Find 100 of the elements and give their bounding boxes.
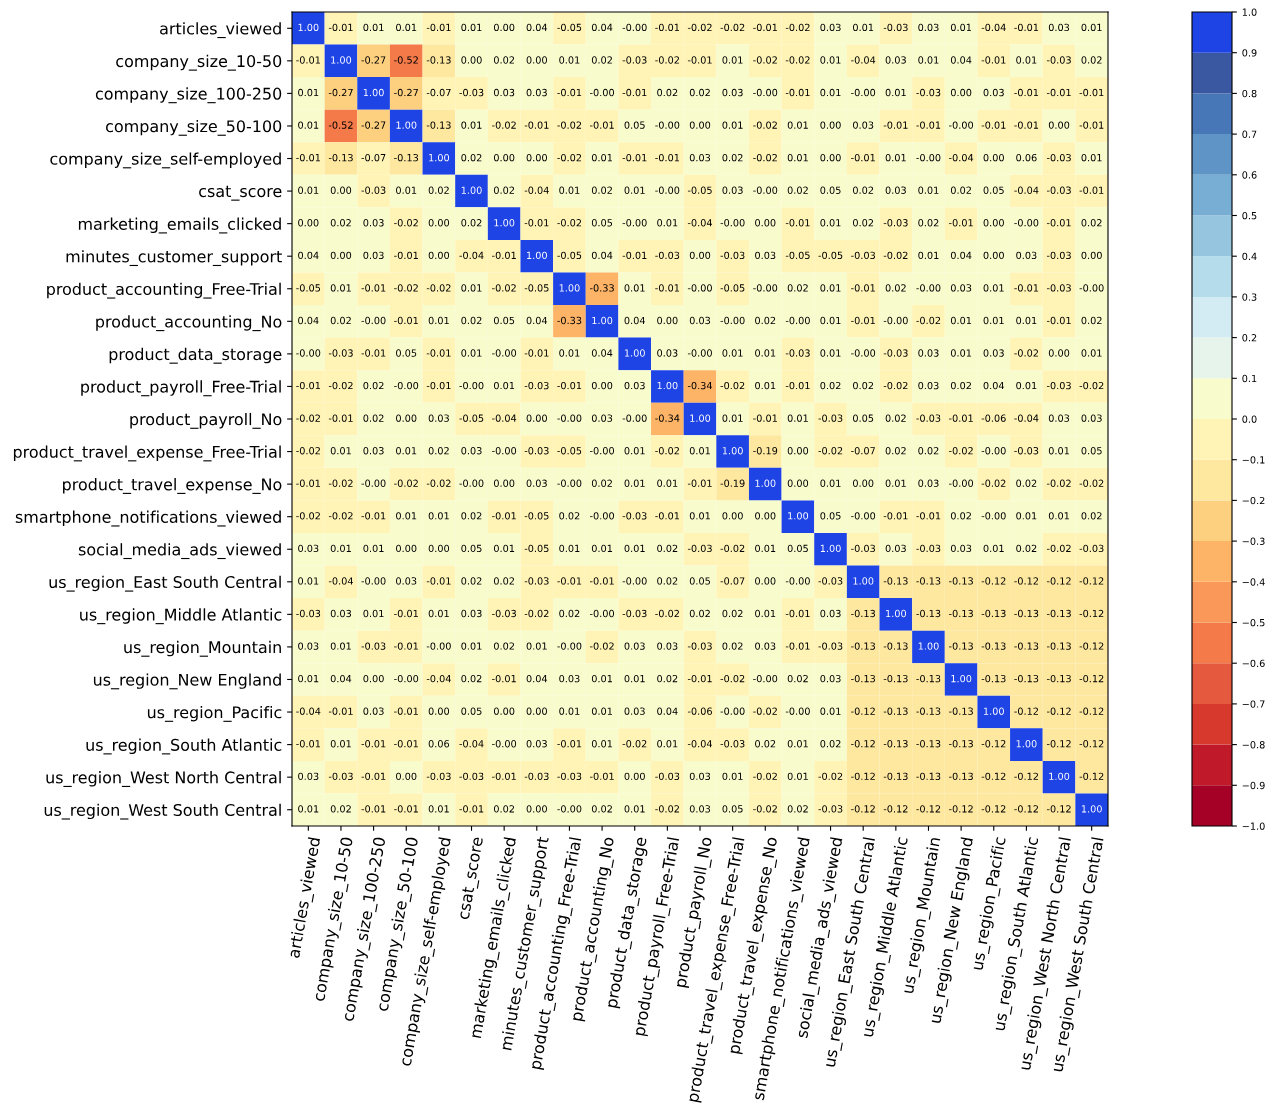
- data-label: -0.01: [1079, 186, 1104, 194]
- data-label: -0.03: [492, 609, 516, 618]
- data-label: 0.04: [983, 381, 1005, 390]
- data-label: -0.06: [687, 707, 712, 715]
- data-label: -0.00: [916, 284, 941, 292]
- data-label: -0.27: [361, 121, 386, 129]
- data-label: 0.00: [624, 772, 645, 780]
- y-tick-label: us_region_West North Central: [46, 771, 281, 787]
- data-label: -0.02: [492, 121, 516, 129]
- data-label: 0.05: [983, 186, 1004, 194]
- y-tick-label: us_region_East South Central: [49, 575, 281, 592]
- color-bar-label: 0.9: [1242, 49, 1257, 57]
- data-label: -0.12: [1079, 577, 1104, 585]
- data-label: -0.01: [883, 512, 908, 520]
- color-bar-label: −0.2: [1242, 496, 1265, 505]
- data-label: -0.02: [524, 609, 549, 618]
- data-label: -0.01: [981, 121, 1006, 129]
- data-label: -0.03: [361, 642, 386, 650]
- data-label: -0.00: [589, 512, 615, 520]
- data-label: -0.01: [394, 642, 418, 650]
- data-label: 0.03: [885, 186, 906, 194]
- data-label: 0.01: [918, 186, 939, 194]
- data-label: -0.03: [459, 772, 484, 780]
- data-label: -0.01: [492, 674, 516, 683]
- color-bar-label: −0.6: [1242, 659, 1265, 668]
- data-label: 0.02: [559, 609, 580, 618]
- data-label: 0.03: [885, 544, 906, 553]
- data-label: -0.00: [981, 512, 1006, 520]
- data-label: 0.03: [526, 740, 547, 748]
- data-label: -0.12: [1079, 740, 1104, 748]
- data-label: 0.02: [428, 447, 449, 455]
- data-label: -0.01: [361, 284, 386, 292]
- data-label: 0.05: [722, 805, 743, 813]
- data-label: -0.03: [622, 512, 647, 520]
- data-label: -0.04: [524, 186, 549, 194]
- data-label: -0.01: [492, 772, 516, 780]
- data-label: 0.04: [298, 251, 319, 260]
- data-label: 0.00: [526, 56, 547, 64]
- data-label: 0.01: [885, 479, 906, 487]
- data-label: 1.00: [918, 642, 939, 650]
- data-label: -0.02: [328, 512, 353, 520]
- data-label: -0.12: [1046, 740, 1071, 748]
- data-label: -0.00: [655, 121, 680, 129]
- data-label: -0.12: [1046, 707, 1071, 715]
- data-label: 0.01: [853, 23, 874, 32]
- data-label: -0.13: [883, 577, 908, 585]
- data-label: 0.02: [657, 674, 678, 683]
- data-label: 0.01: [657, 479, 678, 487]
- data-label: 0.04: [950, 56, 972, 64]
- data-label: -0.01: [296, 56, 320, 64]
- data-label: 0.01: [722, 349, 743, 357]
- data-label: -0.34: [687, 381, 713, 390]
- data-label: -0.02: [394, 284, 418, 292]
- data-label: 0.04: [298, 316, 319, 325]
- data-label: -0.03: [1046, 381, 1071, 390]
- data-label: -0.13: [1046, 674, 1071, 683]
- data-label: 0.03: [461, 609, 482, 618]
- data-label: -0.12: [1079, 772, 1104, 780]
- data-label: 0.03: [363, 219, 384, 227]
- data-label: -0.00: [687, 284, 712, 292]
- data-label: 0.02: [787, 284, 808, 292]
- data-label: 0.03: [820, 23, 841, 32]
- data-label: 1.00: [951, 674, 972, 683]
- data-label: -0.00: [753, 284, 778, 292]
- data-label: 0.00: [526, 805, 547, 813]
- data-label: 0.01: [820, 707, 841, 715]
- data-label: -0.01: [622, 153, 647, 162]
- data-label: -0.05: [557, 23, 582, 32]
- data-label: 0.01: [624, 186, 645, 194]
- data-label: 0.03: [983, 88, 1004, 97]
- data-label: -0.01: [524, 121, 549, 129]
- data-label: -0.12: [1079, 642, 1104, 650]
- data-label: 0.04: [657, 707, 678, 715]
- color-bar-label: 1.0: [1242, 8, 1257, 16]
- data-label: 0.03: [918, 23, 939, 32]
- data-label: -0.05: [687, 186, 712, 194]
- data-label: -0.02: [753, 707, 777, 715]
- data-label: -0.00: [589, 609, 615, 618]
- data-label: -0.13: [981, 642, 1006, 650]
- data-label: -0.01: [589, 577, 614, 585]
- y-tick-label: marketing_emails_clicked: [78, 217, 281, 234]
- data-label: -0.12: [851, 772, 875, 780]
- data-label: -0.02: [655, 447, 679, 455]
- data-label: 0.02: [428, 186, 449, 194]
- data-label: 0.03: [624, 642, 645, 650]
- data-label: -0.02: [328, 479, 353, 487]
- data-label: -0.03: [655, 251, 680, 260]
- color-bar-label: 0.5: [1242, 211, 1257, 220]
- y-tick-label: product_travel_expense_No: [63, 478, 282, 494]
- data-label: -0.00: [296, 349, 321, 357]
- data-label: -0.03: [1046, 284, 1071, 292]
- data-label: -0.04: [851, 56, 876, 64]
- data-label: 0.01: [330, 642, 351, 650]
- data-label: 0.03: [885, 56, 906, 64]
- data-label: -0.13: [916, 740, 941, 748]
- data-label: 0.01: [493, 381, 515, 390]
- data-label: -0.13: [916, 772, 941, 780]
- data-label: 0.02: [493, 577, 515, 585]
- data-label: 0.01: [559, 707, 580, 715]
- color-bar-label: −0.3: [1242, 537, 1265, 545]
